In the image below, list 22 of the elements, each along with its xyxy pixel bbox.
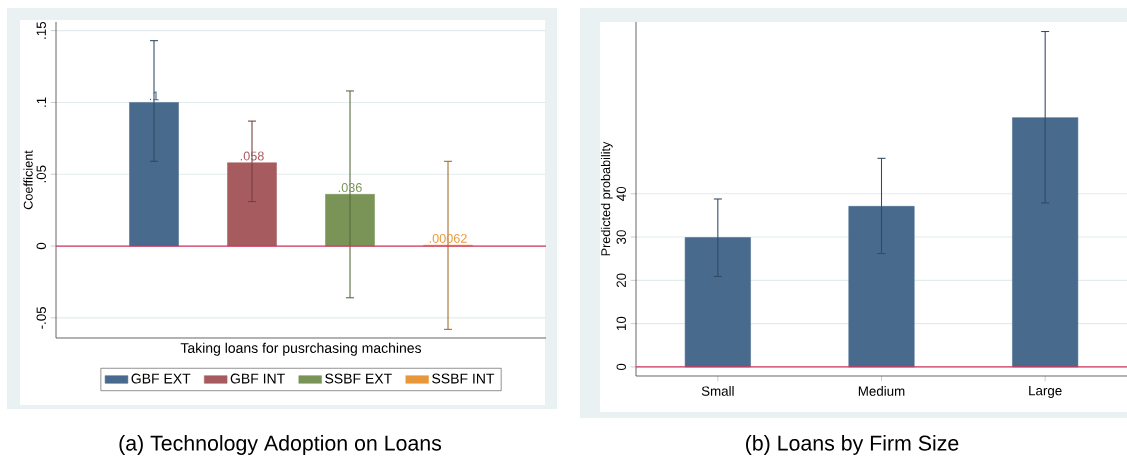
y-tick-label: 10 [616, 316, 626, 331]
text: (b) Loans by Firm Size [746, 435, 959, 455]
legend-label: SSBF EXT [325, 373, 392, 384]
text: (a) Technology Adoption on Loans [119, 435, 442, 455]
y-axis-title: Coefficient [23, 150, 33, 210]
x-tick-label: Large [1029, 386, 1062, 398]
x-tick-label: Small [701, 386, 734, 396]
legend-label: GBF INT [230, 373, 285, 384]
y-tick-label: -.05 [36, 306, 46, 329]
y-tick-label: 20 [616, 273, 626, 288]
legend-label: SSBF INT [432, 373, 495, 384]
y-tick-label: 0 [616, 363, 626, 371]
y-tick-label: .1 [36, 97, 46, 107]
legend-label: GBF EXT [131, 373, 191, 384]
y-tick-label: 40 [616, 186, 626, 201]
y-tick-label: .05 [36, 165, 46, 183]
y-tick-label: 30 [616, 230, 626, 244]
y-tick-label: 0 [36, 242, 46, 250]
y-tick-label: .15 [36, 21, 46, 39]
y-axis-title: Predicted probability [600, 141, 613, 256]
x-tick-label: Medium [858, 386, 905, 396]
x-axis-title: Taking loans for pusrchasing machines [180, 342, 422, 356]
